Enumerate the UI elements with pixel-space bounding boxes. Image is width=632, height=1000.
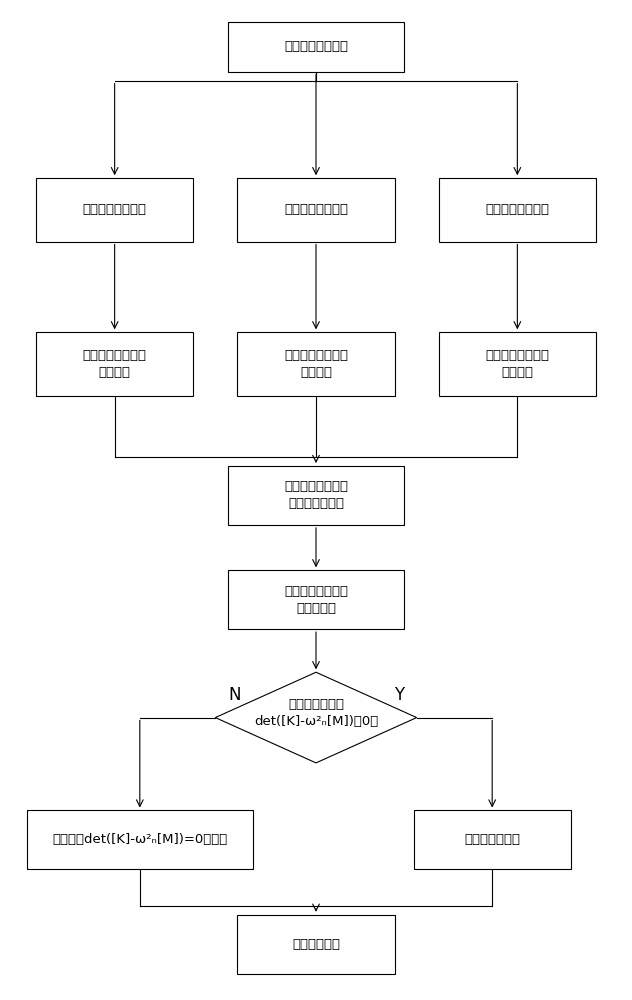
FancyBboxPatch shape <box>228 570 404 629</box>
FancyBboxPatch shape <box>27 810 253 869</box>
Text: Y: Y <box>394 686 404 704</box>
Text: 代入拉格朗日方程
得运动微分方程: 代入拉格朗日方程 得运动微分方程 <box>284 480 348 510</box>
Text: 确定系统广义坐标: 确定系统广义坐标 <box>284 40 348 53</box>
FancyBboxPatch shape <box>228 22 404 72</box>
Text: 矩阵迭代法求解: 矩阵迭代法求解 <box>464 833 520 846</box>
Text: 系统固有频率: 系统固有频率 <box>292 938 340 951</box>
FancyBboxPatch shape <box>439 178 596 242</box>
FancyBboxPatch shape <box>238 332 394 396</box>
Text: 分别对每个广义坐
标求偏导: 分别对每个广义坐 标求偏导 <box>284 349 348 379</box>
FancyBboxPatch shape <box>439 332 596 396</box>
FancyBboxPatch shape <box>36 178 193 242</box>
FancyBboxPatch shape <box>228 466 404 525</box>
Text: N: N <box>228 686 240 704</box>
Text: 列出系统动能方程: 列出系统动能方程 <box>83 203 147 216</box>
Text: 分别对每个广义坐
标求偏导: 分别对每个广义坐 标求偏导 <box>485 349 549 379</box>
Text: 列出系统耗能方程: 列出系统耗能方程 <box>485 203 549 216</box>
Text: 整理得到质量矩阵
和刚度矩阵: 整理得到质量矩阵 和刚度矩阵 <box>284 585 348 615</box>
Text: 分别对每个广义坐
标求偏导: 分别对每个广义坐 标求偏导 <box>83 349 147 379</box>
FancyBboxPatch shape <box>413 810 571 869</box>
Text: 带入方程det([K]-ω²ₙ[M])=0中求解: 带入方程det([K]-ω²ₙ[M])=0中求解 <box>52 833 228 846</box>
Text: 列出系统势能方程: 列出系统势能方程 <box>284 203 348 216</box>
FancyBboxPatch shape <box>36 332 193 396</box>
Text: 判断矩阵行列式
det([K]-ω²ₙ[M])＝0？: 判断矩阵行列式 det([K]-ω²ₙ[M])＝0？ <box>254 698 378 728</box>
Polygon shape <box>216 672 416 763</box>
FancyBboxPatch shape <box>238 915 394 974</box>
FancyBboxPatch shape <box>238 178 394 242</box>
